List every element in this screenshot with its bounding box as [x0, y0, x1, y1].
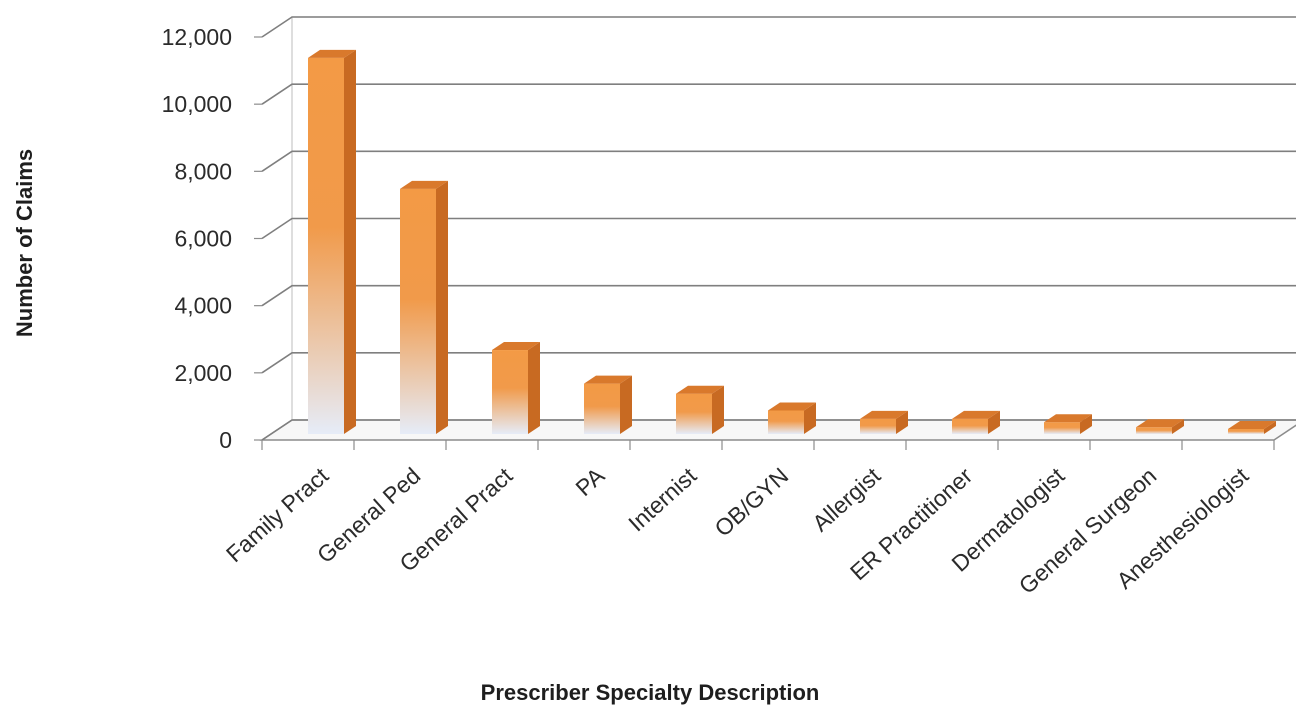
- y-tick-label: 6,000: [174, 226, 232, 252]
- y-tick-label: 10,000: [162, 91, 232, 117]
- bar: [492, 342, 540, 434]
- bar-top: [1044, 414, 1092, 423]
- bar-front: [1044, 422, 1080, 434]
- bar-front: [400, 188, 436, 434]
- x-tick-label: Internist: [623, 462, 702, 536]
- bar-front: [492, 350, 528, 434]
- x-tick-label: OB/GYN: [709, 462, 793, 541]
- bar-top: [1228, 420, 1276, 429]
- bar-front: [1136, 427, 1172, 434]
- y-tick-label: 0: [219, 427, 232, 453]
- bar-front: [952, 418, 988, 434]
- gridline: [261, 352, 1296, 374]
- bar-side: [528, 342, 540, 434]
- x-tick-label: Allergist: [807, 462, 886, 536]
- bar: [1044, 414, 1092, 434]
- bar-top: [308, 49, 356, 58]
- y-tick-label: 4,000: [174, 293, 232, 319]
- gridline: [261, 16, 1296, 38]
- gridline: [261, 150, 1296, 172]
- bar: [768, 402, 816, 434]
- bar: [400, 180, 448, 434]
- bar-side: [804, 402, 816, 434]
- y-tick-label: 2,000: [174, 360, 232, 386]
- y-axis: 0 2,000 4,000 6,000 8,000 10,000 12,000: [162, 24, 262, 453]
- bar-front: [308, 57, 344, 434]
- x-axis-title: Prescriber Specialty Description: [481, 680, 820, 705]
- bar: [860, 410, 908, 434]
- gridline: [261, 284, 1296, 307]
- bar: [308, 49, 356, 434]
- bar-top: [676, 385, 724, 394]
- bar-side: [1264, 420, 1276, 434]
- bar-top: [768, 402, 816, 411]
- bar-top: [492, 342, 540, 351]
- bar-side: [620, 375, 632, 434]
- bar-side: [896, 410, 908, 434]
- bar-side: [712, 385, 724, 434]
- bar-side: [1172, 419, 1184, 434]
- bar-top: [584, 375, 632, 384]
- bar: [1136, 419, 1184, 434]
- y-tick-label: 8,000: [174, 158, 232, 184]
- bar: [1228, 420, 1276, 434]
- bar-top: [860, 410, 908, 419]
- y-axis-title: Number of Claims: [12, 149, 37, 337]
- bar-top: [1136, 419, 1184, 428]
- bar-top: [400, 180, 448, 189]
- gridline: [261, 83, 1296, 105]
- bar-top: [952, 410, 1000, 419]
- y-tick-label: 12,000: [162, 24, 232, 50]
- bar-front: [1228, 428, 1264, 434]
- bar-front: [584, 383, 620, 434]
- x-tick-label: PA: [570, 462, 609, 501]
- bar-front: [768, 410, 804, 434]
- bar-side: [988, 410, 1000, 434]
- bar-front: [676, 393, 712, 434]
- bar: [584, 375, 632, 434]
- bars: [308, 49, 1276, 434]
- bar-side: [344, 49, 356, 434]
- bar-front: [860, 418, 896, 434]
- bar-side: [436, 180, 448, 434]
- bar-side: [1080, 414, 1092, 434]
- bar: [676, 385, 724, 434]
- gridline: [261, 217, 1296, 240]
- bar: [952, 410, 1000, 434]
